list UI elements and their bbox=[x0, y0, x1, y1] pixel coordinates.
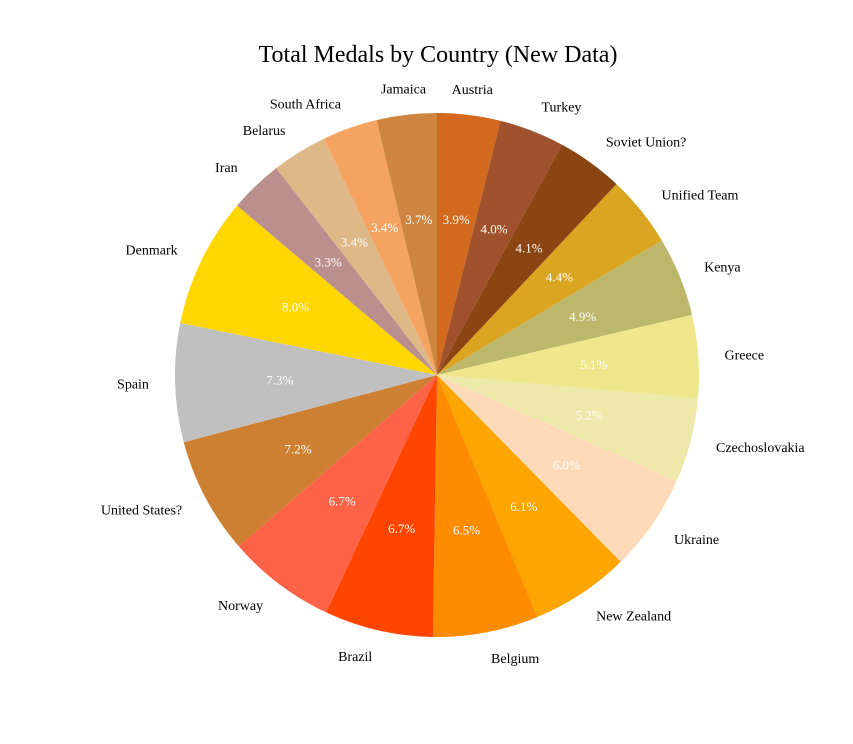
slice-label-brazil: Brazil bbox=[338, 650, 372, 665]
slice-new-zealand bbox=[437, 375, 621, 618]
slice-greece bbox=[437, 314, 699, 399]
slice-label-kenya: Kenya bbox=[704, 261, 741, 276]
percent-label-belarus: 3.4% bbox=[341, 234, 368, 249]
slice-label-spain: Spain bbox=[117, 378, 149, 393]
slice-label-denmark: Denmark bbox=[126, 243, 178, 258]
percent-label-czechoslovakia: 5.2% bbox=[576, 407, 603, 422]
percent-label-kenya: 4.9% bbox=[569, 309, 596, 324]
slice-label-iran: Iran bbox=[215, 161, 238, 176]
slice-spain bbox=[175, 323, 437, 443]
slice-soviet-union bbox=[437, 144, 617, 375]
slice-label-greece: Greece bbox=[724, 349, 764, 364]
slice-label-ukraine: Ukraine bbox=[674, 533, 719, 548]
slice-label-belarus: Belarus bbox=[243, 124, 286, 139]
slice-norway bbox=[238, 375, 437, 613]
slice-turkey bbox=[437, 120, 562, 375]
percent-label-iran: 3.3% bbox=[315, 255, 342, 270]
slice-label-new-zealand: New Zealand bbox=[596, 609, 671, 624]
slice-label-norway: Norway bbox=[218, 599, 263, 614]
percent-label-norway: 6.7% bbox=[329, 493, 356, 508]
slice-name-labels: Austria Turkey Soviet Union? Unified Team Ke… bbox=[101, 83, 806, 667]
percent-label-spain: 7.3% bbox=[266, 373, 293, 388]
percent-label-brazil: 6.7% bbox=[388, 521, 415, 536]
slice-kenya bbox=[437, 240, 693, 375]
slice-austria bbox=[437, 113, 501, 375]
slice-belarus bbox=[276, 138, 437, 375]
percent-label-austria: 3.9% bbox=[443, 212, 470, 227]
slice-label-czechoslovakia: Czechoslovakia bbox=[716, 441, 805, 456]
slice-label-soviet-union: Soviet Union? bbox=[606, 135, 687, 150]
percent-label-unified-team: 4.4% bbox=[546, 269, 573, 284]
percent-label-belgium: 6.5% bbox=[453, 522, 480, 537]
slice-label-unified-team: Unified Team bbox=[662, 188, 739, 203]
slice-united-states bbox=[183, 375, 437, 547]
slice-label-south-africa: South Africa bbox=[270, 97, 342, 112]
slice-czechoslovakia bbox=[437, 375, 698, 482]
percent-label-greece: 5.1% bbox=[580, 357, 607, 372]
percent-label-ukraine: 6.0% bbox=[553, 457, 580, 472]
slice-label-austria: Austria bbox=[452, 83, 494, 98]
percent-labels: 3.9% 4.0% 4.1%4.4% 4.9% 5.1% 5.2% 6.0% 6.1% 6.5%… bbox=[266, 212, 607, 538]
slice-iran bbox=[237, 168, 437, 375]
percent-label-denmark: 8.0% bbox=[282, 299, 309, 314]
slice-label-turkey: Turkey bbox=[542, 100, 582, 115]
slice-belgium bbox=[432, 375, 538, 637]
percent-label-new-zealand: 6.1% bbox=[510, 499, 537, 514]
pie-slices bbox=[175, 113, 699, 637]
slice-unified-team bbox=[437, 184, 662, 375]
percent-label-united-states: 7.2% bbox=[284, 441, 311, 456]
slice-denmark bbox=[180, 205, 437, 375]
percent-label-jamaica: 3.7% bbox=[405, 212, 432, 227]
slice-ukraine bbox=[437, 375, 677, 562]
percent-label-south-africa: 3.4% bbox=[371, 220, 398, 235]
slice-label-jamaica: Jamaica bbox=[381, 83, 427, 98]
slice-brazil bbox=[326, 375, 437, 637]
slice-label-belgium: Belgium bbox=[491, 652, 539, 667]
slice-south-africa bbox=[323, 120, 437, 375]
chart-title: Total Medals by Country (New Data) bbox=[259, 42, 618, 68]
slice-jamaica bbox=[376, 113, 437, 375]
percent-label-turkey: 4.0% bbox=[480, 221, 507, 236]
slice-label-united-states: United States? bbox=[101, 504, 182, 519]
percent-label-soviet-union: 4.1% bbox=[516, 241, 543, 256]
